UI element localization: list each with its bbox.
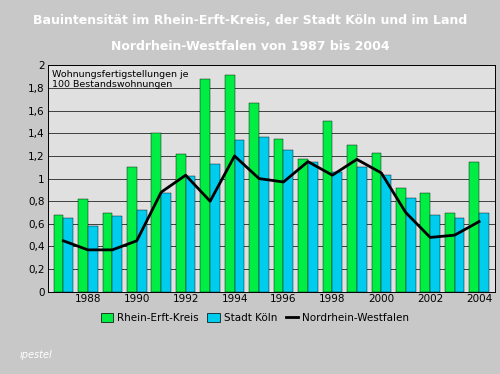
Bar (78, 199, 88, 292)
Bar (396, 188, 406, 292)
Bar (298, 159, 308, 292)
Bar (382, 175, 391, 292)
Bar (200, 79, 210, 292)
Bar (357, 167, 366, 292)
Bar (112, 216, 122, 292)
Bar (454, 218, 464, 292)
Bar (54, 215, 64, 292)
Text: Wohnungsfertigstellungen je
100 Bestandswohnungen: Wohnungsfertigstellungen je 100 Bestands… (52, 70, 188, 89)
Bar (225, 74, 234, 292)
Bar (308, 162, 318, 292)
Bar (430, 215, 440, 292)
Bar (445, 212, 454, 292)
Bar (347, 145, 357, 292)
Bar (152, 134, 161, 292)
Bar (137, 210, 146, 292)
Text: Bauintensität im Rhein-Erft-Kreis, der Stadt Köln und im Land: Bauintensität im Rhein-Erft-Kreis, der S… (33, 14, 467, 27)
Bar (186, 176, 196, 292)
Bar (249, 103, 259, 292)
Bar (127, 167, 137, 292)
Bar (88, 226, 98, 292)
Text: Nordrhein-Westfalen von 1987 bis 2004: Nordrhein-Westfalen von 1987 bis 2004 (110, 40, 390, 53)
Bar (274, 139, 283, 292)
Bar (210, 164, 220, 292)
Bar (176, 154, 186, 292)
Bar (372, 153, 382, 292)
Bar (259, 137, 269, 292)
Legend: Rhein-Erft-Kreis, Stadt Köln, Nordrhein-Westfalen: Rhein-Erft-Kreis, Stadt Köln, Nordrhein-… (98, 310, 412, 326)
Bar (284, 150, 294, 292)
Bar (332, 172, 342, 292)
Bar (322, 121, 332, 292)
Bar (102, 212, 113, 292)
Bar (406, 198, 415, 292)
Text: ıpestel: ıpestel (20, 350, 53, 361)
Bar (234, 140, 244, 292)
Bar (161, 193, 171, 292)
Bar (470, 162, 479, 292)
Bar (64, 218, 73, 292)
Bar (420, 193, 430, 292)
Bar (479, 212, 489, 292)
